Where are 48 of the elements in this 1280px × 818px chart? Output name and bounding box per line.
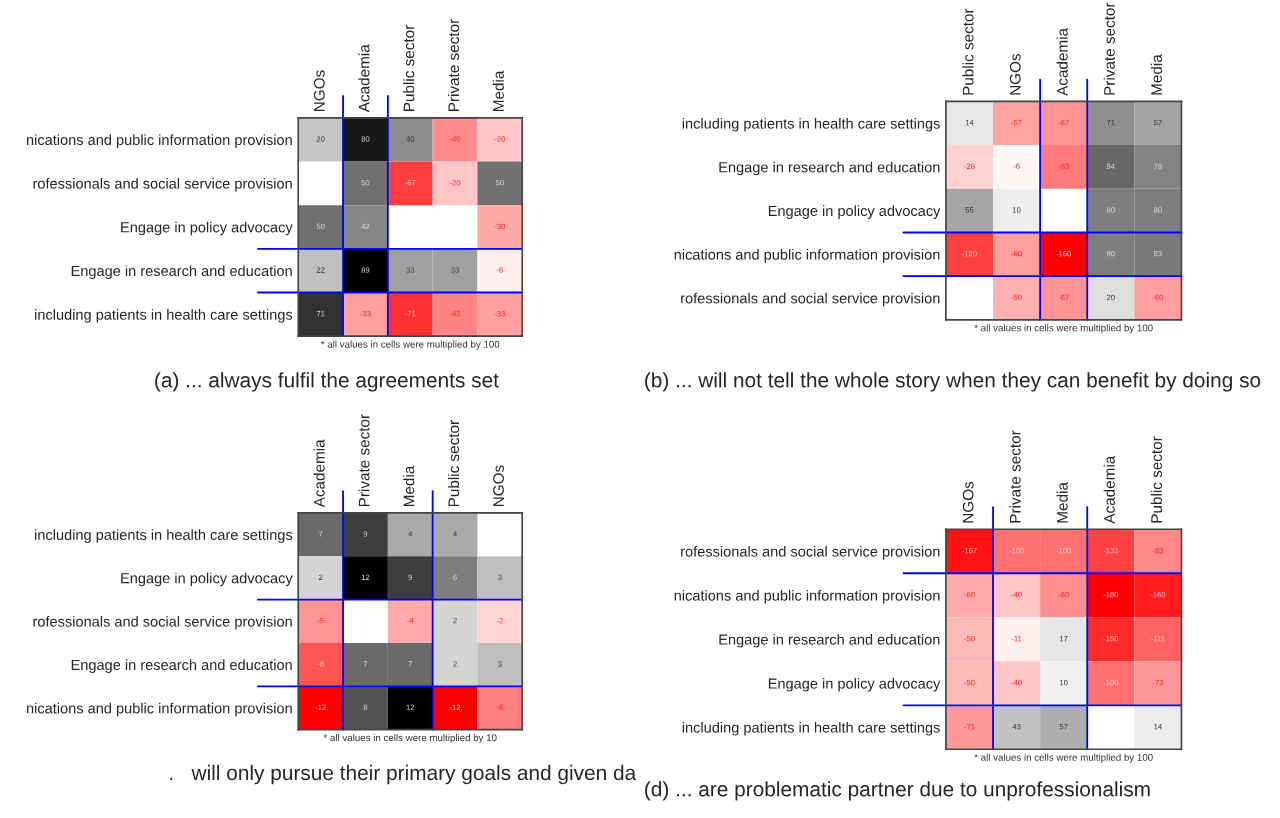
- x-tick-label: Media: [1056, 482, 1068, 523]
- y-tick-label: Engage in policy advocacy: [121, 221, 293, 236]
- text: * all values in cells were multiplied by 10: [323, 733, 497, 744]
- y-tick-label: Engage in policy advocacy: [121, 572, 293, 587]
- y-tick-label: including patients in health care settings: [35, 309, 293, 323]
- y-tick-label: nications and public information provision: [26, 134, 292, 148]
- x-tick-label: NGOs: [1009, 53, 1021, 95]
- x-tick-label: Academia: [358, 44, 370, 113]
- text: (d) ... are problematic partner due to unprofessionalism: [645, 781, 1150, 801]
- y-tick-label: Engage in policy advocacy: [768, 677, 941, 692]
- y-tick-label: rofessionals and social service provision: [33, 615, 292, 630]
- y-tick-label: including patients in health care settings: [35, 529, 293, 543]
- y-tick-label: nications and public information provision: [674, 249, 940, 263]
- y-tick-label: including patients in health care settings: [682, 117, 940, 132]
- x-tick-label: NGOs: [493, 465, 504, 507]
- y-tick-label: including patients in health care settings: [682, 722, 940, 736]
- x-tick-label: Private sector: [1009, 430, 1021, 523]
- x-tick-label: Media: [492, 70, 504, 111]
- text: (b) ... will not tell the whole story when they can benefit by doing so: [645, 372, 1261, 392]
- x-tick-label: Media: [403, 465, 415, 507]
- y-tick-label: Engage in policy advocacy: [768, 205, 941, 219]
- y-tick-label: Engage in research and education: [719, 161, 940, 176]
- text: * all values in cells were multiplied by 100: [974, 753, 1153, 763]
- x-tick-label: Public sector: [962, 8, 974, 95]
- x-tick-label: Private sector: [447, 19, 460, 111]
- x-tick-label: Public sector: [1150, 436, 1162, 523]
- text: . will only pursue their primary goals and given da: [170, 764, 637, 785]
- x-tick-label: Private sector: [358, 414, 370, 507]
- x-tick-label: Public sector: [403, 25, 415, 111]
- x-tick-label: Private sector: [1103, 2, 1115, 95]
- y-tick-label: Engage in research and education: [719, 633, 940, 648]
- y-tick-label: Engage in research and education: [71, 659, 292, 673]
- x-tick-label: NGOs: [962, 481, 974, 523]
- y-tick-label: nications and public information provision: [674, 589, 940, 604]
- text: * all values in cells were multiplied by 100: [320, 340, 500, 350]
- text: * all values in cells were multiplied by 100: [974, 324, 1153, 334]
- x-tick-label: NGOs: [313, 70, 325, 111]
- y-tick-label: Engage in research and education: [71, 265, 292, 279]
- x-tick-label: Public sector: [447, 420, 460, 507]
- text: (a) ... always fulfil the agreements set: [155, 372, 499, 392]
- x-tick-label: Academia: [1103, 455, 1115, 524]
- x-tick-label: Academia: [313, 439, 325, 508]
- x-tick-label: Media: [1150, 54, 1162, 95]
- y-tick-label: nications and public information provision: [26, 702, 292, 717]
- y-tick-label: rofessionals and social service provision: [681, 292, 940, 307]
- y-tick-label: rofessionals and social service provision: [33, 178, 292, 192]
- y-tick-label: rofessionals and social service provision: [681, 545, 940, 560]
- x-tick-label: Academia: [1056, 27, 1068, 96]
